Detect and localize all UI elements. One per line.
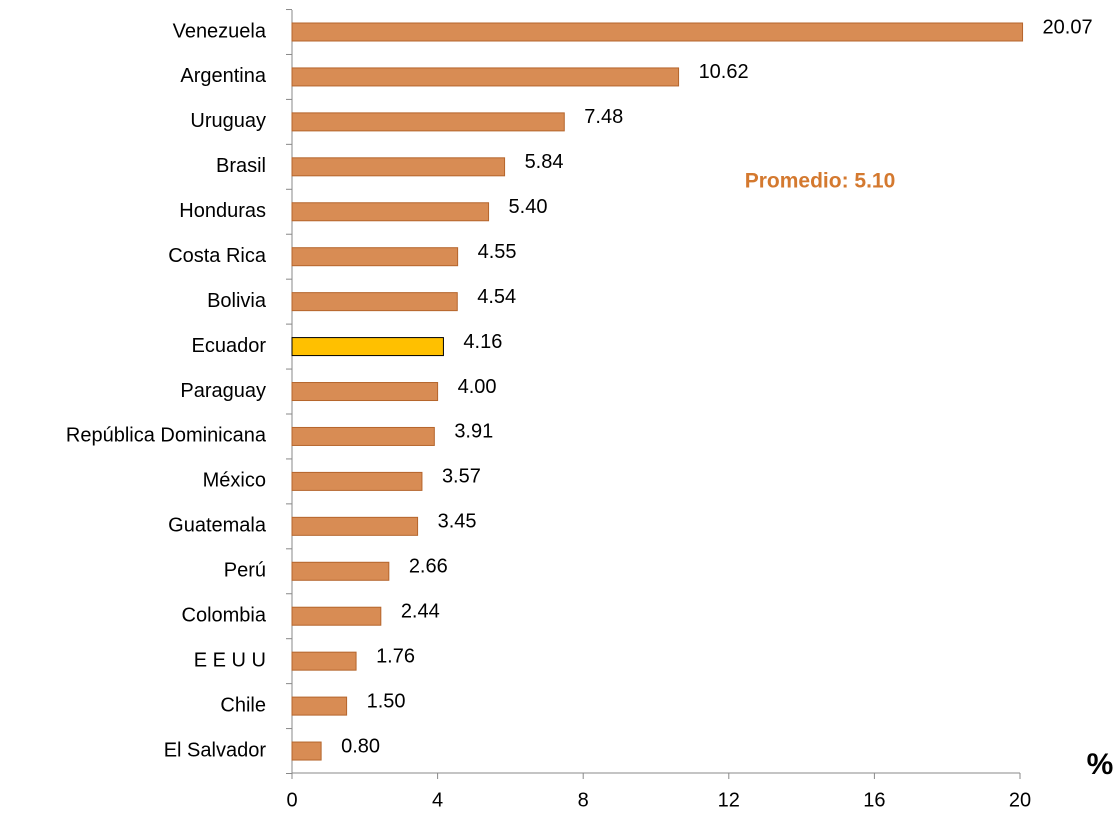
bar [292, 293, 457, 311]
x-tick-label: 16 [863, 789, 885, 811]
value-label: 4.00 [458, 376, 497, 398]
x-tick-label: 4 [432, 789, 443, 811]
value-label: 1.76 [376, 645, 415, 667]
value-label: 3.57 [442, 466, 481, 488]
x-tick-label: 8 [578, 789, 589, 811]
bar [292, 607, 381, 625]
value-label: 3.91 [454, 421, 493, 443]
y-tick-label: Colombia [182, 605, 267, 627]
value-label: 2.44 [401, 601, 440, 623]
y-tick-label: Costa Rica [168, 245, 267, 267]
bar [292, 742, 321, 760]
y-tick-label: Brasil [216, 155, 266, 177]
value-label: 1.50 [367, 690, 406, 712]
bar [292, 427, 434, 445]
value-label: 5.40 [509, 196, 548, 218]
annotation: Promedio: 5.10 [745, 170, 896, 193]
bar [292, 113, 564, 131]
y-tick-label: República Dominicana [66, 425, 267, 447]
bar [292, 697, 347, 715]
bar [292, 472, 422, 490]
x-axis-label: % [1087, 748, 1114, 781]
y-tick-label: Chile [220, 694, 266, 716]
bar [292, 248, 458, 266]
bar [292, 23, 1023, 41]
bar [292, 517, 418, 535]
bar [292, 562, 389, 580]
bar [292, 652, 356, 670]
y-tick-label: Bolivia [207, 290, 267, 312]
x-tick-label: 20 [1009, 789, 1031, 811]
bar [292, 158, 505, 176]
y-tick-label: Uruguay [190, 110, 266, 132]
value-label: 4.55 [478, 241, 517, 263]
value-label: 3.45 [438, 511, 477, 533]
y-tick-label: Venezuela [173, 20, 267, 42]
y-tick-label: Ecuador [192, 335, 267, 357]
y-tick-label: Argentina [180, 65, 266, 87]
y-tick-label: El Salvador [164, 739, 267, 761]
value-label: 20.07 [1043, 16, 1093, 38]
bar [292, 383, 438, 401]
y-tick-label: Perú [224, 560, 266, 582]
value-label: 7.48 [584, 106, 623, 128]
chart: Promedio: 5.10 % 0 4 8 12 16 20 Venezuela 20.07… [0, 0, 1119, 821]
y-tick-label: E E U U [194, 649, 266, 671]
value-label: 10.62 [699, 61, 749, 83]
value-label: 5.84 [525, 151, 564, 173]
x-tick-label: 0 [286, 789, 297, 811]
value-label: 4.16 [463, 331, 502, 353]
y-tick-label: Honduras [179, 200, 266, 222]
y-tick-label: Paraguay [180, 380, 266, 402]
value-label: 0.80 [341, 735, 380, 757]
y-tick-label: Guatemala [168, 515, 267, 537]
value-label: 4.54 [477, 286, 516, 308]
x-tick-label: 12 [718, 789, 740, 811]
bar [292, 203, 489, 221]
bar [292, 338, 443, 356]
value-label: 2.66 [409, 556, 448, 578]
bar [292, 68, 679, 86]
y-tick-label: México [203, 470, 266, 492]
